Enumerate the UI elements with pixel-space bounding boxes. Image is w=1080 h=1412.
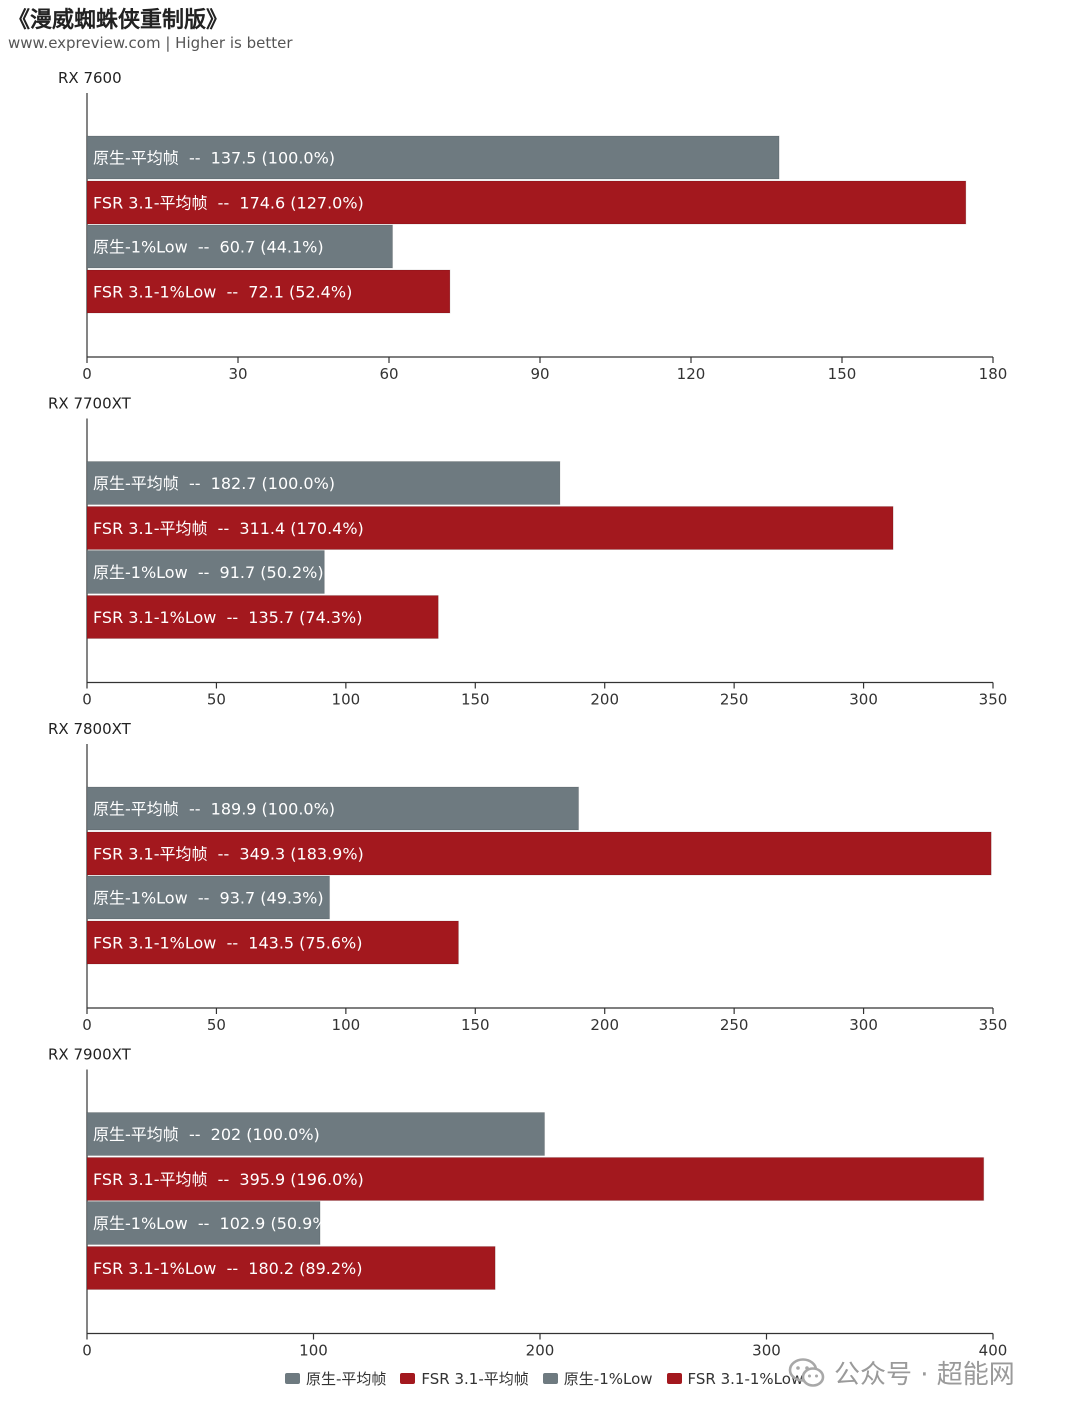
chart-title: RX 7800XT (48, 720, 132, 738)
chart-legend: 原生-平均帧 FSR 3.1-平均帧 原生-1%Low FSR 3.1-1%Lo… (285, 1368, 803, 1389)
bar (86, 1112, 546, 1156)
x-tick-label: 100 (332, 691, 361, 709)
x-tick-label: 250 (720, 1016, 749, 1034)
bar (86, 461, 561, 505)
bar (86, 1246, 496, 1290)
wechat-icon (788, 1357, 825, 1387)
x-tick-label: 200 (590, 691, 619, 709)
bar-data-label: FSR 3.1-平均帧 -- 395.9 (196.0%) (93, 1170, 364, 1189)
watermark-text: 公众号 · 超能网 (834, 1360, 1015, 1390)
x-tick-label: 300 (849, 691, 878, 709)
bar (86, 1201, 321, 1245)
bar-data-label: 原生-平均帧 -- 202 (100.0%) (93, 1125, 320, 1144)
legend-label: 原生-平均帧 (306, 1370, 387, 1388)
x-tick-label: 200 (590, 1016, 619, 1034)
legend-item-fsr-low: FSR 3.1-1%Low (666, 1369, 804, 1388)
x-tick-label: 150 (828, 365, 857, 383)
bar (86, 269, 451, 314)
bar (86, 135, 780, 180)
bar-data-label: 原生-1%Low -- 102.9 (50.9%) (93, 1214, 334, 1233)
x-tick-label: 200 (526, 1342, 555, 1360)
bar-data-label: FSR 3.1-1%Low -- 180.2 (89.2%) (93, 1259, 362, 1278)
bar (86, 506, 894, 550)
bar (86, 786, 580, 831)
legend-item-fsr-avg: FSR 3.1-平均帧 (400, 1368, 529, 1389)
bar (86, 831, 992, 876)
page-title: 《漫威蜘蛛侠重制版》 (8, 8, 229, 33)
bar-data-label: FSR 3.1-1%Low -- 135.7 (74.3%) (93, 608, 362, 627)
x-tick-label: 150 (461, 691, 490, 709)
x-tick-label: 120 (677, 365, 706, 383)
x-tick-label: 350 (979, 691, 1008, 709)
x-tick-label: 300 (849, 1016, 878, 1034)
x-tick-label: 0 (82, 365, 92, 383)
bar (86, 224, 394, 269)
bar-data-label: 原生-1%Low -- 93.7 (49.3%) (93, 889, 324, 908)
bar-data-label: FSR 3.1-1%Low -- 72.1 (52.4%) (93, 283, 352, 302)
x-tick-label: 30 (228, 365, 247, 383)
x-tick-label: 50 (207, 1016, 226, 1034)
legend-swatch (666, 1373, 682, 1384)
x-tick-label: 150 (461, 1016, 490, 1034)
bar-data-label: FSR 3.1-平均帧 -- 174.6 (127.0%) (93, 194, 364, 213)
bar (86, 550, 325, 594)
bar (86, 595, 439, 639)
x-tick-label: 300 (752, 1342, 781, 1360)
x-tick-label: 0 (82, 1016, 92, 1034)
legend-label: FSR 3.1-1%Low (687, 1369, 804, 1388)
watermark: 公众号 · 超能网 (788, 1354, 1015, 1391)
chart-title: RX 7900XT (48, 1046, 132, 1064)
x-tick-label: 100 (332, 1016, 361, 1034)
legend-swatch (285, 1373, 300, 1384)
x-tick-label: 0 (82, 691, 92, 709)
x-tick-label: 100 (299, 1342, 328, 1360)
x-tick-label: 60 (379, 365, 398, 383)
bar-data-label: 原生-平均帧 -- 182.7 (100.0%) (93, 474, 335, 493)
bar (86, 875, 331, 920)
bar-data-label: 原生-1%Low -- 91.7 (50.2%) (93, 563, 324, 582)
bar (86, 920, 459, 965)
legend-item-native-avg: 原生-平均帧 (285, 1368, 386, 1389)
bar-data-label: FSR 3.1-平均帧 -- 311.4 (170.4%) (93, 519, 364, 538)
chart-title: RX 7600 (58, 69, 122, 87)
bar-data-label: 原生-平均帧 -- 189.9 (100.0%) (93, 800, 335, 819)
page-subtitle: www.expreview.com | Higher is better (8, 34, 293, 52)
x-tick-label: 250 (720, 691, 749, 709)
legend-label: FSR 3.1-平均帧 (421, 1370, 529, 1388)
x-tick-label: 400 (979, 1342, 1008, 1360)
x-tick-label: 50 (207, 691, 226, 709)
x-tick-label: 180 (979, 365, 1008, 383)
bar-data-label: FSR 3.1-1%Low -- 143.5 (75.6%) (93, 934, 362, 953)
legend-label: 原生-1%Low (563, 1370, 653, 1388)
bar-data-label: 原生-1%Low -- 60.7 (44.1%) (93, 238, 324, 257)
bar-data-label: FSR 3.1-平均帧 -- 349.3 (183.9%) (93, 845, 364, 864)
bar-data-label: 原生-平均帧 -- 137.5 (100.0%) (93, 149, 335, 168)
x-tick-label: 90 (530, 365, 549, 383)
legend-item-native-low: 原生-1%Low (542, 1368, 653, 1389)
x-tick-label: 0 (82, 1342, 92, 1360)
legend-swatch (400, 1373, 416, 1384)
x-tick-label: 350 (979, 1016, 1008, 1034)
bar (86, 180, 967, 225)
legend-swatch (542, 1373, 558, 1384)
bar (86, 1157, 985, 1201)
chart-title: RX 7700XT (48, 395, 132, 413)
